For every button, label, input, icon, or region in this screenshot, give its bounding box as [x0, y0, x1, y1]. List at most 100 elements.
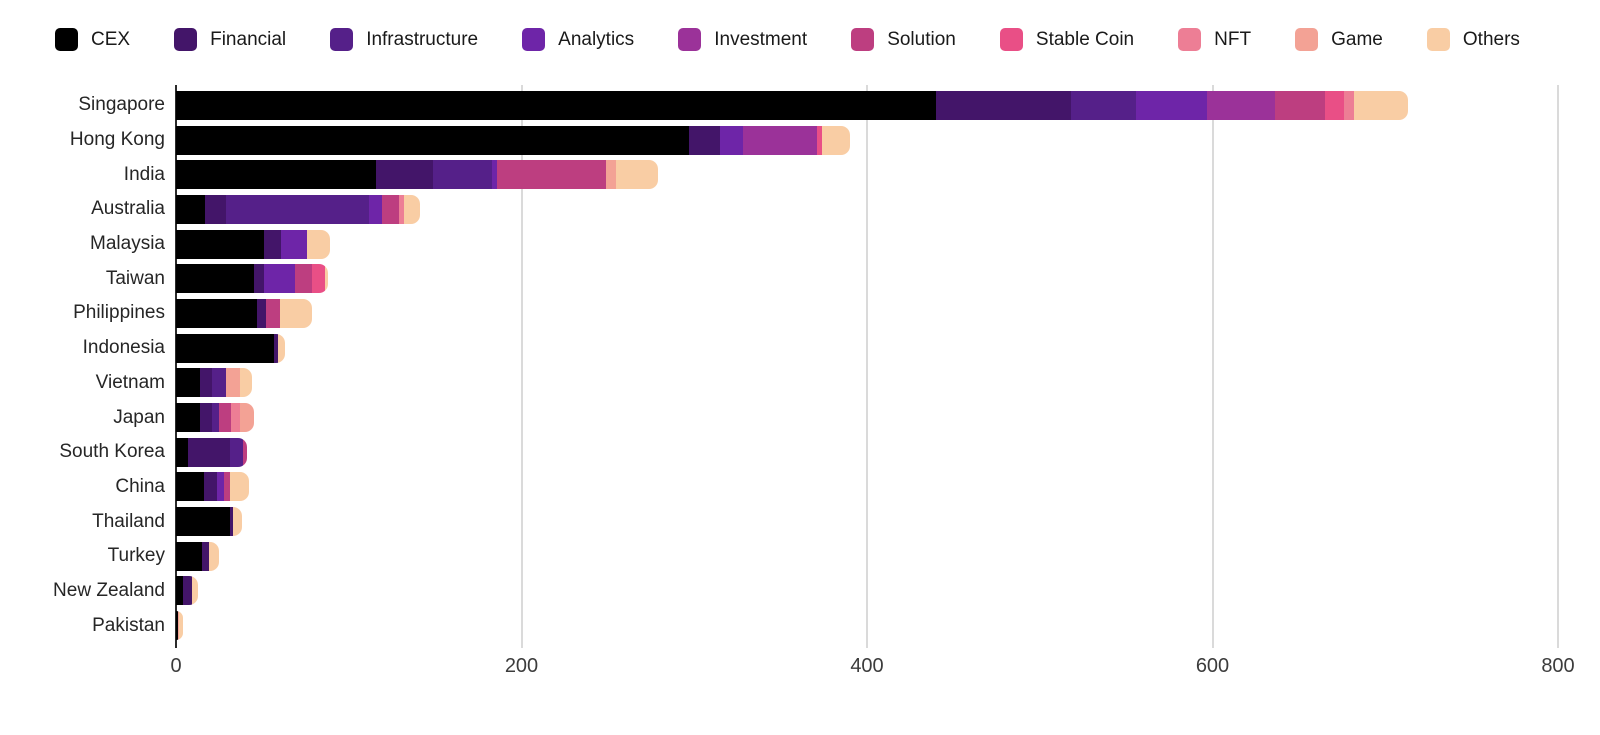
bar-row — [176, 296, 1558, 331]
bar-row — [176, 574, 1558, 609]
legend-label: Infrastructure — [366, 28, 479, 50]
country-label: Pakistan — [92, 614, 165, 636]
bar-segment — [264, 264, 296, 294]
bar-segment — [324, 264, 328, 294]
bar-segment — [179, 611, 183, 641]
bar-segment — [497, 160, 607, 190]
x-axis-tick-label: 600 — [1195, 655, 1230, 677]
bar-segment — [176, 194, 206, 224]
legend-swatch-icon — [174, 28, 198, 51]
stacked-bar — [176, 576, 199, 606]
bar-segment — [176, 160, 377, 190]
gridline — [520, 85, 523, 648]
bar-segment — [376, 160, 434, 190]
bar-segment — [277, 333, 285, 363]
legend-item: Others — [1426, 28, 1520, 51]
bar-segment — [403, 194, 420, 224]
country-label: China — [115, 475, 165, 497]
bar-row — [176, 157, 1558, 192]
bar-segment — [229, 472, 249, 502]
legend: CEX Financial Infrastructure Analytics Inves… — [55, 28, 1520, 51]
bar-segment — [176, 90, 937, 120]
bar-segment — [176, 576, 183, 606]
legend-swatch-icon — [522, 28, 546, 51]
bar-segment — [212, 368, 227, 398]
bar-row — [176, 470, 1558, 505]
legend-swatch-icon — [1426, 28, 1450, 51]
bar-segment — [398, 194, 404, 224]
country-label: South Korea — [59, 441, 165, 463]
bar-segment — [200, 368, 213, 398]
bar-segment — [816, 125, 823, 155]
stacked-bar — [176, 368, 252, 398]
bar-segment — [176, 229, 265, 259]
bar-row — [176, 539, 1558, 574]
bar-segment — [224, 472, 230, 502]
stacked-bar — [176, 125, 850, 155]
legend-swatch-icon — [851, 28, 875, 51]
legend-label: Analytics — [558, 28, 635, 50]
bar-segment — [176, 541, 202, 571]
bar-segment — [226, 194, 370, 224]
legend-label: Game — [1331, 28, 1383, 50]
bar-row — [176, 331, 1558, 366]
bar-segment — [253, 264, 265, 294]
country-label: Philippines — [73, 302, 165, 324]
bar-segment — [176, 611, 178, 641]
gridline — [1557, 85, 1559, 648]
bar-segment — [176, 507, 230, 537]
bar-segment — [201, 541, 209, 571]
legend-label: Solution — [887, 28, 956, 50]
legend-swatch-icon — [678, 28, 702, 51]
legend-label: Others — [1462, 28, 1520, 50]
bar-segment — [1343, 90, 1355, 120]
bar-segment — [381, 194, 399, 224]
stacked-bar — [176, 264, 328, 294]
bar-segment — [312, 264, 325, 294]
country-label: Japan — [113, 406, 165, 428]
bar-segment — [1070, 90, 1137, 120]
bar-segment — [182, 576, 192, 606]
bar-row — [176, 192, 1558, 227]
y-axis-labels: Singapore Hong Kong India Australia Malaysia… — [0, 88, 165, 643]
country-label: Australia — [91, 198, 165, 220]
bar-segment — [243, 437, 247, 467]
stacked-bar — [176, 507, 242, 537]
legend-item: Financial — [174, 28, 286, 51]
stacked-bar — [176, 194, 420, 224]
bar-segment — [217, 472, 225, 502]
x-axis-tick-label: 200 — [504, 655, 539, 677]
stacked-bar — [176, 611, 183, 641]
y-axis-line — [175, 85, 177, 648]
legend-item: Analytics — [522, 28, 634, 51]
stacked-bar — [176, 160, 658, 190]
bar-segment — [191, 576, 199, 606]
legend-item: Game — [1295, 28, 1383, 51]
bar-segment — [205, 194, 227, 224]
bar-segment — [229, 437, 244, 467]
plot-area — [175, 85, 1559, 648]
legend-label: CEX — [91, 28, 131, 50]
bar-segment — [936, 90, 1071, 120]
bar-segment — [226, 368, 240, 398]
bar-segment — [200, 403, 213, 433]
bar-row — [176, 123, 1558, 158]
bar-segment — [176, 403, 201, 433]
stacked-bar — [176, 90, 1408, 120]
bar-segment — [720, 125, 743, 155]
bar-row — [176, 504, 1558, 539]
bar-segment — [176, 125, 690, 155]
country-label: New Zealand — [53, 579, 165, 601]
bar-segment — [177, 611, 180, 641]
stacked-bar — [176, 437, 247, 467]
bar-segment — [1136, 90, 1208, 120]
bar-segment — [233, 507, 242, 537]
bar-segment — [265, 298, 280, 328]
stacked-bar — [176, 298, 313, 328]
bar-segment — [176, 368, 201, 398]
bar-row — [176, 88, 1558, 123]
country-label: India — [123, 163, 165, 185]
bar-row — [176, 435, 1558, 470]
bars — [176, 88, 1558, 643]
